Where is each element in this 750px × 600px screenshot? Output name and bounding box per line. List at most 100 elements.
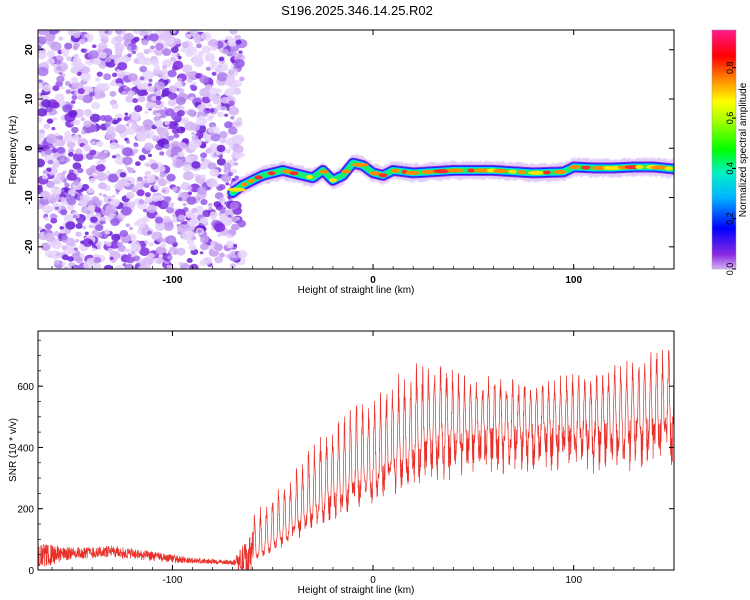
noise-blob xyxy=(93,262,102,269)
noise-blob xyxy=(138,199,145,205)
ridge-hot-spot xyxy=(254,175,263,180)
ridge-hot-spot xyxy=(267,171,276,176)
noise-blob xyxy=(115,124,127,134)
noise-blob xyxy=(139,247,150,256)
noise-blob xyxy=(238,50,243,55)
noise-blob xyxy=(206,55,213,62)
noise-blob xyxy=(126,45,132,51)
noise-blob xyxy=(179,106,185,111)
noise-blob xyxy=(161,68,169,75)
noise-blob xyxy=(111,103,119,110)
noise-blob xyxy=(191,161,201,169)
noise-blob xyxy=(105,204,117,214)
spectrogram-y-tick-label: 0 xyxy=(24,145,35,151)
noise-blob xyxy=(115,265,124,269)
noise-blob xyxy=(87,204,96,212)
noise-blob xyxy=(210,66,215,71)
noise-blob xyxy=(39,129,46,134)
colorbar-frame xyxy=(711,29,737,270)
noise-blob xyxy=(171,52,178,58)
noise-blob xyxy=(118,144,125,150)
noise-blob xyxy=(119,131,127,138)
ridge-hot-spot xyxy=(446,168,465,173)
noise-blob xyxy=(95,224,104,232)
noise-blob xyxy=(59,209,68,216)
noise-blob xyxy=(43,123,51,130)
noise-blob xyxy=(159,171,167,178)
noise-blob xyxy=(78,198,89,207)
noise-blob xyxy=(149,33,159,42)
noise-blob xyxy=(114,153,121,158)
noise-blob xyxy=(92,196,99,202)
noise-blob xyxy=(104,230,111,235)
noise-blob xyxy=(71,100,76,104)
noise-blob xyxy=(51,148,58,153)
noise-blob xyxy=(217,233,222,238)
noise-blob xyxy=(200,174,206,179)
noise-blob xyxy=(95,77,101,82)
noise-blob xyxy=(229,30,238,35)
noise-blob xyxy=(100,34,109,42)
noise-blob xyxy=(230,116,235,120)
spectrogram-y-axis-label: Frequency (Hz) xyxy=(8,116,19,185)
noise-blob xyxy=(67,256,74,262)
noise-blob xyxy=(225,182,230,186)
noise-blob xyxy=(107,198,112,202)
noise-blob xyxy=(65,104,72,110)
noise-blob xyxy=(124,164,129,168)
noise-blob xyxy=(145,101,155,110)
noise-blob xyxy=(65,89,72,94)
noise-blob xyxy=(97,152,107,160)
noise-blob xyxy=(187,230,193,235)
noise-blob xyxy=(142,91,149,96)
noise-blob xyxy=(167,69,177,78)
noise-blob xyxy=(142,208,148,213)
noise-blob xyxy=(52,162,60,169)
noise-blob xyxy=(80,117,86,122)
noise-blob xyxy=(65,80,71,86)
noise-blob xyxy=(93,169,100,175)
ridge-hot-spot xyxy=(568,165,580,170)
noise-blob xyxy=(96,160,102,165)
noise-blob xyxy=(231,178,236,182)
noise-blob xyxy=(143,142,154,151)
noise-blob xyxy=(235,39,242,45)
noise-blob xyxy=(103,264,114,269)
ridge-hot-spot xyxy=(580,165,591,170)
noise-blob xyxy=(151,194,160,202)
noise-blob xyxy=(186,185,193,191)
noise-blob xyxy=(196,43,202,49)
noise-blob xyxy=(87,187,94,194)
noise-blob xyxy=(147,230,152,235)
noise-blob xyxy=(177,109,185,117)
noise-blob xyxy=(119,230,128,237)
noise-blob xyxy=(102,220,107,224)
noise-blob xyxy=(190,154,199,161)
noise-blob xyxy=(54,93,65,102)
noise-blob xyxy=(116,117,122,122)
noise-blob xyxy=(196,186,208,195)
noise-blob xyxy=(109,256,114,261)
snr-plot-area xyxy=(38,331,674,570)
noise-blob xyxy=(133,143,139,148)
noise-blob xyxy=(126,119,132,124)
noise-blob xyxy=(144,170,151,177)
noise-blob xyxy=(233,87,242,95)
noise-blob xyxy=(177,77,183,82)
noise-blob xyxy=(109,81,116,87)
noise-blob xyxy=(89,149,97,156)
noise-blob xyxy=(130,180,136,185)
noise-blob xyxy=(103,114,113,122)
noise-blob xyxy=(108,173,119,183)
ridge-hot-spot xyxy=(329,178,338,183)
noise-blob xyxy=(190,85,198,91)
noise-blob xyxy=(233,58,245,69)
ridge-hot-spot xyxy=(341,169,351,174)
noise-blob xyxy=(38,66,49,77)
noise-blob xyxy=(124,176,130,181)
noise-blob xyxy=(73,247,78,251)
noise-blob xyxy=(66,141,76,149)
noise-blob xyxy=(77,88,85,95)
noise-blob xyxy=(143,175,148,180)
